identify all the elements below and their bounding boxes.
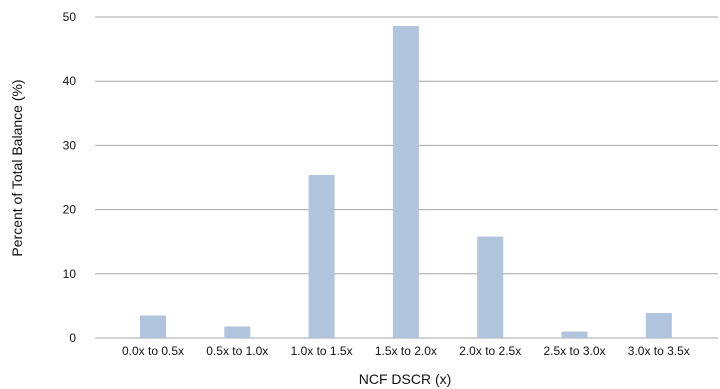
y-tick-label: 30 (63, 138, 77, 152)
x-tick-label: 3.0x to 3.5x (628, 344, 690, 358)
x-tick-label: 1.5x to 2.0x (375, 344, 437, 358)
bar (645, 312, 672, 338)
bar (477, 236, 504, 338)
bars (140, 25, 672, 338)
bar (308, 174, 335, 338)
x-tick-label: 0.0x to 0.5x (122, 344, 184, 358)
y-tick-label: 10 (63, 267, 77, 281)
bar (561, 331, 588, 338)
x-tick-label: 2.0x to 2.5x (459, 344, 521, 358)
y-tick-label: 0 (69, 331, 76, 345)
bar (392, 25, 419, 338)
bar (224, 326, 251, 338)
y-axis-title: Percent of Total Balance (%) (9, 79, 25, 256)
y-tick-label: 20 (63, 203, 77, 217)
y-tick-label: 40 (63, 74, 77, 88)
x-tick-label: 0.5x to 1.0x (206, 344, 268, 358)
x-tick-label: 2.5x to 3.0x (543, 344, 605, 358)
x-axis-title: NCF DSCR (x) (359, 371, 452, 387)
x-tick-label: 1.0x to 1.5x (291, 344, 353, 358)
y-tick-label: 50 (63, 10, 77, 24)
x-tick-labels: 0.0x to 0.5x 0.5x to 1.0x 1.0x to 1.5x 1.5x… (122, 344, 690, 358)
bar (140, 315, 166, 338)
y-tick-labels: 0 10 20 30 40 50 (63, 10, 77, 345)
